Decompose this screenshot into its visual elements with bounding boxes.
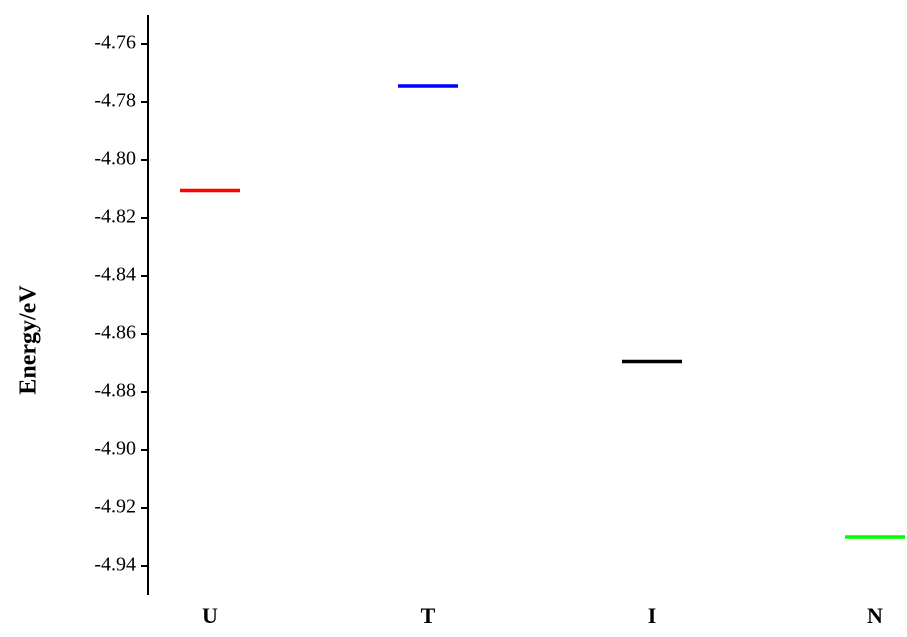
y-tick-label: -4.78 (94, 90, 136, 112)
y-tick-label: -4.92 (94, 496, 136, 518)
x-tick-label: T (421, 603, 436, 628)
y-tick-label: -4.88 (94, 380, 136, 402)
y-tick-label: -4.90 (94, 438, 136, 460)
y-tick-label: -4.76 (94, 32, 136, 54)
y-tick-label: -4.80 (94, 148, 136, 170)
y-tick-label: -4.84 (94, 264, 136, 286)
y-tick-label: -4.94 (94, 554, 136, 576)
x-tick-label: U (202, 603, 218, 628)
y-axis-title: Energy/eV (16, 285, 42, 395)
x-tick-label: N (867, 603, 883, 628)
y-tick-label: -4.86 (94, 322, 136, 344)
x-tick-label: I (648, 603, 657, 628)
y-tick-label: -4.82 (94, 206, 136, 228)
